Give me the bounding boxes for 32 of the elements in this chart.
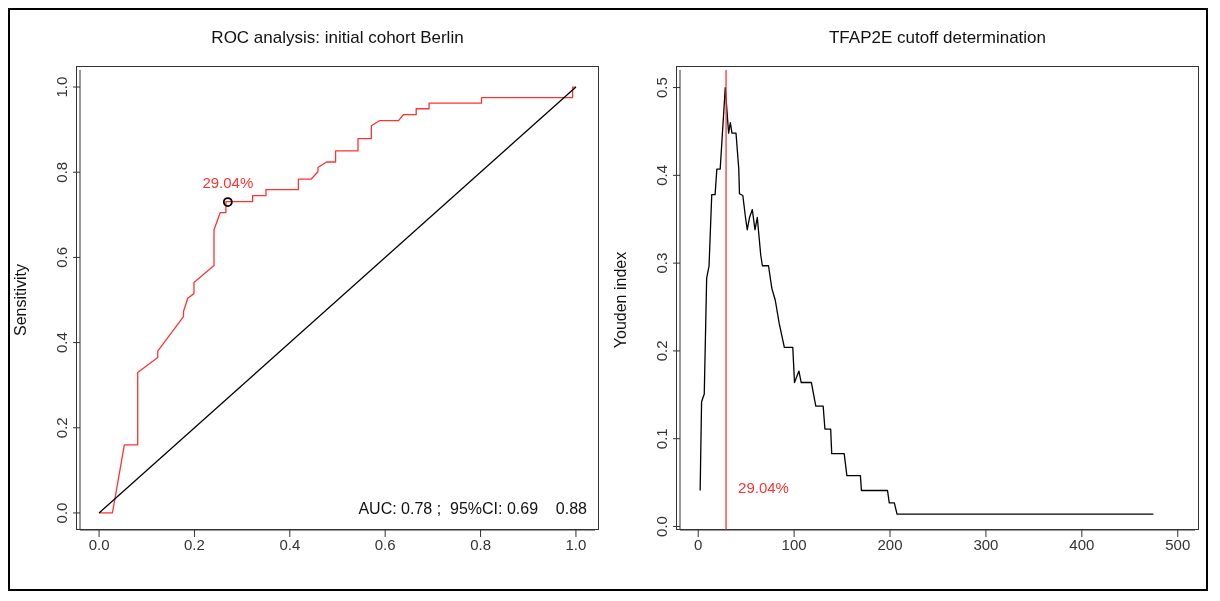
ref-line-label: 29.04%: [738, 479, 789, 496]
y-tick-label: 0.5: [653, 77, 670, 98]
x-tick-label: 0: [694, 535, 703, 553]
x-tick-label: 0.0: [88, 535, 110, 553]
annotation: 29.04%: [202, 174, 254, 192]
x-tick-label: 200: [877, 535, 903, 553]
y-tick-label: 0.4: [53, 332, 70, 354]
y-tick-label: 0.2: [53, 417, 70, 439]
x-tick-label: 100: [781, 535, 807, 553]
chart-title: ROC analysis: initial cohort Berlin: [210, 28, 465, 48]
y-tick-label: 0.4: [653, 164, 670, 186]
x-tick-label: 0.2: [184, 535, 205, 553]
y-tick-label: 1.0: [53, 76, 70, 98]
x-tick-label: 0.6: [374, 535, 396, 553]
x-tick-label: 0.4: [279, 535, 301, 553]
line-series: [699, 86, 1155, 515]
y-tick-label: 0.6: [53, 246, 70, 268]
y-tick-label: 0.8: [53, 161, 70, 183]
x-tick-label: 1.0: [565, 535, 587, 553]
x-tick-label: 400: [1069, 535, 1095, 553]
y-axis-title: Youden index: [611, 251, 629, 349]
y-tick-label: 0.3: [653, 252, 670, 274]
x-tick-label: 300: [973, 535, 999, 553]
x-tick-label: 500: [1165, 535, 1191, 553]
y-tick-label: 0.1: [653, 428, 670, 450]
y-tick-label: 0.2: [653, 340, 670, 362]
y-axis-title: Sensitivity: [11, 263, 29, 337]
y-tick-label: 0.0: [653, 516, 670, 537]
annotation: AUC: 0.78 ; 95%CI: 0.69 0.88: [358, 500, 587, 518]
y-tick-label: 0.0: [53, 502, 70, 524]
chart-title: TFAP2E cutoff determination: [828, 28, 1047, 48]
x-tick-label: 0.8: [470, 535, 491, 553]
